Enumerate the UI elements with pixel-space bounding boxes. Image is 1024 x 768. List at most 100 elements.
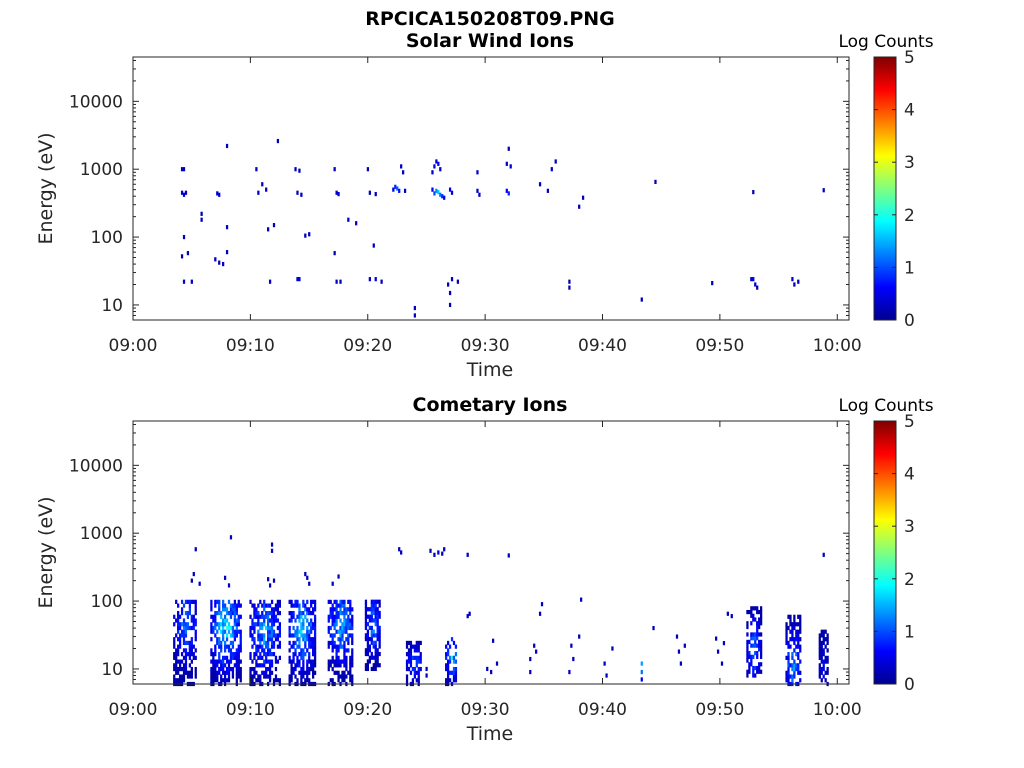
data-cell [302, 637, 305, 642]
data-cell [239, 633, 242, 638]
data-cell [754, 639, 757, 645]
data-cell [820, 648, 823, 653]
data-cell [235, 622, 238, 627]
data-cell [380, 279, 383, 284]
data-cell [302, 633, 305, 638]
data-cell [313, 659, 317, 664]
data-cell [349, 603, 352, 608]
data-cell [308, 640, 311, 646]
data-cell [313, 599, 317, 604]
data-cell [239, 640, 242, 646]
data-cell [272, 610, 276, 616]
data-cell [263, 663, 266, 668]
data-cell [826, 637, 829, 642]
data-cell [200, 217, 203, 222]
data-cell [411, 678, 415, 683]
data-cell [296, 655, 299, 660]
data-cell [364, 607, 368, 612]
data-cell [349, 655, 352, 660]
data-cell [229, 603, 233, 608]
data-cell [237, 674, 240, 679]
data-cell [454, 644, 458, 649]
data-cell [640, 677, 643, 682]
x-tick-label: 09:40 [578, 336, 627, 356]
data-cell [263, 622, 266, 627]
data-cell [349, 618, 352, 623]
data-cell [370, 618, 373, 623]
data-cell [405, 663, 409, 668]
data-cell [278, 599, 281, 604]
data-cell [267, 227, 270, 232]
data-cell [409, 663, 413, 668]
data-cell [263, 633, 266, 638]
data-cell [194, 629, 197, 634]
data-cell [372, 640, 375, 645]
data-cell [222, 637, 225, 642]
data-cell [225, 610, 229, 616]
data-cell [452, 666, 456, 672]
data-cell [337, 648, 340, 653]
data-cell [229, 666, 233, 672]
data-cell [177, 622, 180, 627]
data-cell [368, 625, 371, 630]
data-cell [270, 610, 274, 616]
data-cell [345, 618, 348, 623]
data-cell [184, 666, 188, 672]
data-cell [376, 622, 379, 627]
data-cell [302, 622, 305, 627]
data-cell [793, 618, 796, 623]
data-cell [787, 678, 790, 683]
colorbar-tick-label: 5 [904, 48, 915, 68]
data-cell [265, 610, 268, 616]
data-cell [789, 614, 792, 619]
data-cell [182, 655, 186, 660]
data-cell [312, 652, 315, 657]
data-cell [173, 637, 176, 642]
data-cell [274, 666, 278, 672]
data-cell [750, 606, 753, 611]
data-cell [173, 640, 176, 646]
data-cell [312, 640, 315, 646]
data-cell [292, 652, 295, 657]
data-cell [290, 644, 293, 649]
data-cell [186, 251, 190, 256]
data-cell [259, 614, 262, 619]
data-cell [178, 633, 182, 638]
data-cell [186, 622, 190, 627]
data-cell [341, 674, 344, 679]
data-cell [822, 629, 825, 634]
data-cell [267, 652, 270, 657]
data-cell [799, 670, 802, 675]
data-cell [290, 663, 293, 668]
data-cell [261, 655, 264, 660]
data-cell [175, 618, 178, 623]
data-cell [368, 607, 371, 612]
data-cell [343, 618, 346, 623]
data-cell [746, 654, 749, 659]
data-cell [292, 640, 295, 646]
data-cell [578, 634, 581, 639]
data-cell [225, 225, 229, 230]
data-cell [239, 637, 242, 642]
data-cell [231, 633, 235, 638]
data-cell [785, 637, 788, 642]
data-cell [313, 655, 317, 660]
data-cell [249, 614, 252, 619]
data-cell [759, 617, 763, 622]
data-cell [180, 167, 184, 172]
data-cell [347, 633, 350, 638]
data-cell [507, 191, 510, 196]
data-cell [227, 659, 231, 664]
data-cell [194, 648, 197, 653]
data-cell [308, 633, 311, 638]
data-cell [452, 655, 456, 660]
data-cell [231, 652, 235, 657]
data-cell [178, 674, 182, 679]
data-cell [272, 652, 276, 657]
data-cell [337, 191, 340, 197]
data-cell [818, 655, 821, 660]
data-cell [276, 644, 280, 649]
data-cell [194, 599, 197, 604]
data-cell [329, 633, 332, 638]
data-cell [257, 678, 260, 683]
